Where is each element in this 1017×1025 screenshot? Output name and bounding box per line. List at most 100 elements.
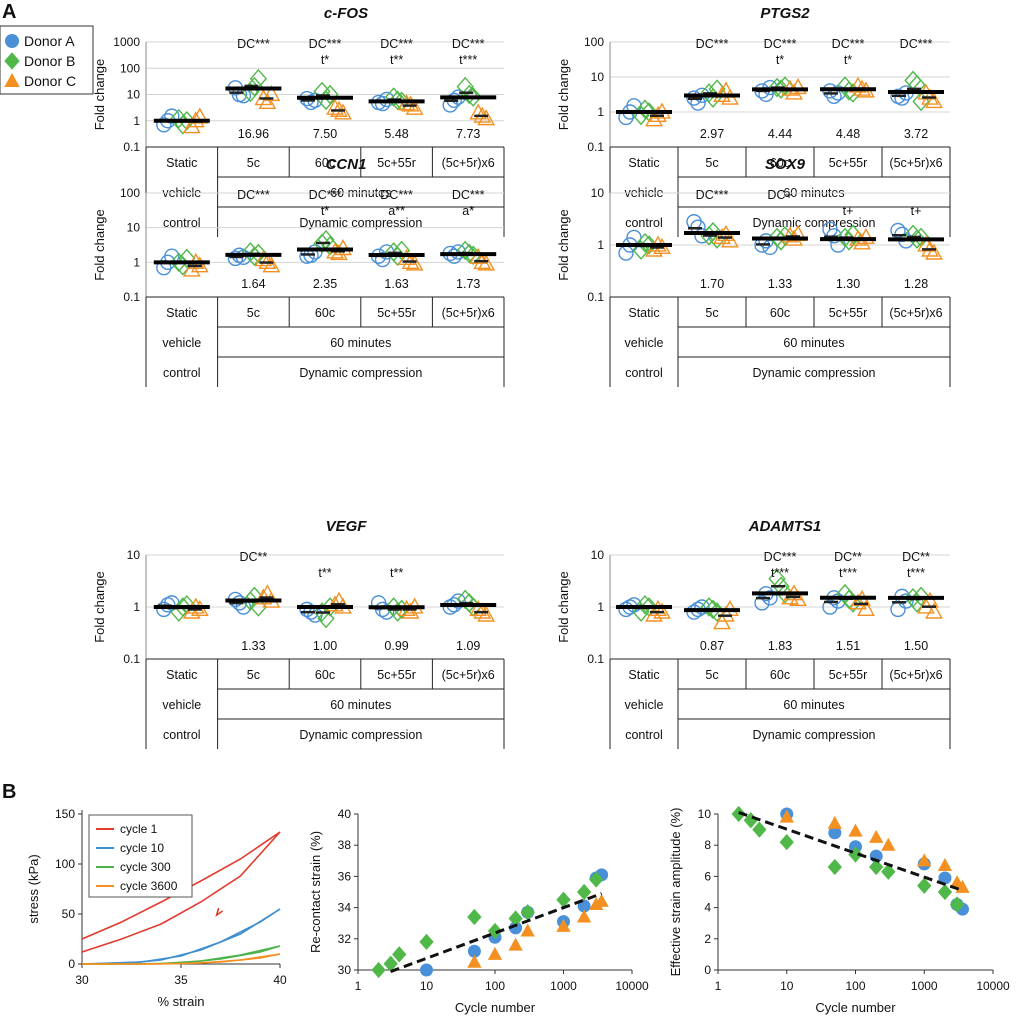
point-donor-b (776, 226, 794, 246)
x-tick-label: 10 (420, 979, 434, 993)
category-label: Static (628, 156, 659, 170)
y-tick-label: 6 (704, 869, 711, 883)
point-donor-b (371, 961, 386, 979)
point-donor-c (467, 954, 482, 968)
point-donor-b (174, 597, 192, 617)
y-tick-label: 0.1 (123, 652, 140, 666)
point-donor-c (401, 602, 420, 619)
x-axis-label: Cycle number (455, 1000, 536, 1015)
group-label: 60 minutes (330, 336, 391, 350)
category-label: Static (166, 306, 197, 320)
category-label: 5c (705, 156, 718, 170)
significance-label: DC*** (696, 37, 729, 51)
category-label: (5c+5r)x6 (889, 156, 942, 170)
group-label: 60 minutes (330, 698, 391, 712)
point-donor-c (857, 599, 875, 617)
y-tick-label: 10 (698, 807, 712, 821)
point-donor-b (636, 595, 654, 615)
significance-label: DC*** (900, 37, 933, 51)
y-tick-label: 50 (62, 907, 76, 921)
category-label: 60c (315, 156, 335, 170)
significance-label: DC** (834, 550, 862, 564)
mean-value-label: 7.50 (313, 127, 337, 141)
point-donor-a (446, 248, 462, 264)
y-axis-label: Fold change (92, 571, 107, 643)
y-axis-label: Fold change (556, 209, 571, 281)
point-donor-c (789, 589, 807, 607)
mean-value-label: 1.33 (241, 639, 265, 653)
group-label: Dynamic compression (299, 728, 422, 742)
chart-title: VEGF (326, 518, 368, 535)
point-donor-c (827, 815, 842, 829)
mean-value-label: 1.70 (700, 277, 724, 291)
y-axis-label: Effective strain amplitude (%) (668, 808, 683, 977)
point-donor-b (245, 76, 264, 97)
point-donor-c (262, 84, 281, 102)
cycle-legend-label: cycle 10 (120, 841, 164, 855)
chart-title: SOX9 (765, 156, 806, 173)
point-donor-b (743, 812, 758, 829)
dotplot-3: CCN1 100 10 1 0.1 Fold change Static 5c 60c 5c+55… (92, 156, 505, 387)
category-label: 5c+55r (829, 156, 868, 170)
point-donor-c (487, 946, 503, 960)
y-tick-label: 10 (127, 548, 141, 562)
significance-label: DC*** (696, 188, 729, 202)
point-donor-b (456, 589, 474, 610)
category-label: 60c (770, 668, 790, 682)
significance-label: DC*** (309, 188, 342, 202)
panel-label-b: B (2, 781, 16, 803)
mean-value-label: 3.72 (904, 127, 928, 141)
point-donor-c (881, 837, 896, 851)
significance-label: t* (321, 204, 329, 218)
point-donor-c (937, 858, 953, 872)
point-donor-b (467, 908, 482, 926)
mean-value-label: 0.87 (700, 639, 724, 653)
point-donor-b (487, 922, 503, 940)
dotplot-5: VEGF 10 1 0.1 Fold change Static 5c 60c 5c+55r (5… (92, 518, 505, 749)
category-label: (5c+5r)x6 (442, 156, 495, 170)
chart-title: PTGS2 (760, 5, 810, 22)
dotplot-1: c-FOS 1000 100 10 1 0.1 Fold change Static 5c 60c… (92, 5, 505, 237)
y-tick-label: 10 (591, 186, 605, 200)
x-tick-label: 10 (780, 979, 794, 993)
category-label: control (163, 366, 201, 380)
point-donor-c (520, 923, 535, 937)
point-donor-a (890, 601, 906, 618)
y-tick-label: 0 (68, 957, 75, 971)
category-label: control (163, 216, 201, 230)
group-label: Dynamic compression (753, 728, 876, 742)
dotplot-6: ADAMTS1 10 1 0.1 Fold change Static 5c 60c 5c+55… (556, 518, 951, 749)
series-line-unloading (81, 831, 281, 953)
mean-value-label: 16.96 (238, 127, 269, 141)
stress-strain-chart: 150 100 50 030 35 40 stress (kPa) % strain cycle… (26, 807, 287, 1009)
mean-value-label: 1.09 (456, 639, 480, 653)
point-donor-b (636, 99, 654, 120)
point-donor-c (254, 250, 273, 267)
category-label: Static (166, 668, 197, 682)
mean-value-label: 4.44 (768, 127, 792, 141)
y-tick-label: 1 (597, 238, 604, 252)
significance-label: DC*** (764, 550, 797, 564)
significance-label: DC*** (237, 188, 270, 202)
point-donor-c (469, 103, 488, 120)
chart-title: c-FOS (324, 5, 368, 22)
legend-label: Donor B (24, 53, 75, 69)
point-donor-a (378, 604, 395, 620)
significance-label: t** (318, 566, 331, 580)
point-donor-b (178, 248, 196, 269)
category-label: (5c+5r)x6 (889, 668, 942, 682)
x-tick-label: 10000 (976, 979, 1010, 993)
significance-label: t* (776, 53, 784, 67)
y-tick-label: 150 (55, 807, 75, 821)
category-label: 60c (770, 306, 790, 320)
x-tick-label: 35 (174, 973, 188, 987)
point-donor-b (704, 599, 722, 620)
point-donor-b (636, 233, 654, 253)
point-donor-b (508, 910, 523, 927)
significance-label: t* (321, 53, 329, 67)
point-donor-c (469, 599, 488, 617)
point-donor-c (849, 593, 867, 610)
group-label: Dynamic compression (299, 216, 422, 230)
point-donor-a (164, 108, 180, 124)
